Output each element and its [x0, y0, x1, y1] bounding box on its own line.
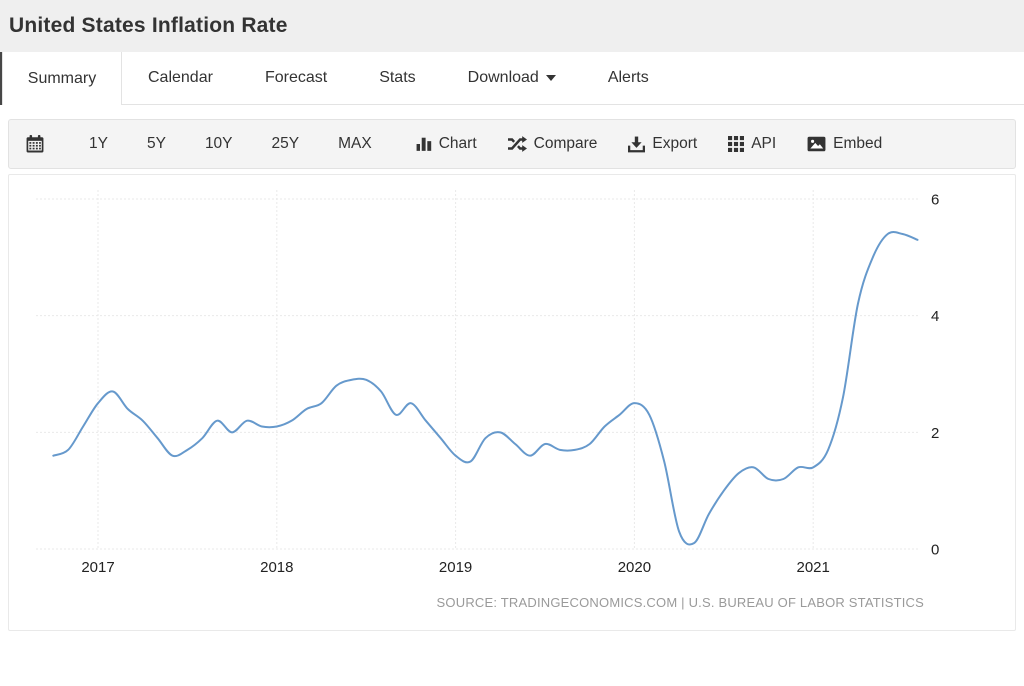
chart-type-button[interactable]: Chart: [416, 135, 477, 153]
tab-forecast[interactable]: Forecast: [239, 52, 353, 104]
action-label: Compare: [533, 135, 598, 152]
tab-label: Stats: [379, 69, 416, 86]
range-label: 25Y: [271, 135, 300, 152]
range-label: MAX: [338, 135, 372, 152]
tab-calendar[interactable]: Calendar: [122, 52, 239, 104]
download-icon: [628, 136, 646, 152]
x-tick-label: 2017: [81, 559, 114, 576]
calendar-button[interactable]: [26, 135, 44, 153]
range-max-button[interactable]: MAX: [338, 135, 372, 153]
y-tick-label: 2: [931, 425, 939, 442]
y-tick-label: 4: [931, 308, 939, 325]
grid-icon: [728, 136, 745, 152]
range-label: 1Y: [89, 135, 108, 152]
tab-summary[interactable]: Summary: [2, 52, 122, 105]
action-label: Chart: [438, 135, 477, 152]
range-1y-button[interactable]: 1Y: [89, 135, 108, 153]
image-icon: [807, 136, 826, 152]
shuffle-icon: [507, 136, 527, 152]
bar-chart-icon: [416, 137, 431, 151]
chevron-down-icon: [545, 75, 556, 81]
chart-toolbar: 1Y 5Y 10Y 25Y MAX Chart Compare: [8, 119, 1016, 169]
tab-alerts[interactable]: Alerts: [582, 52, 675, 104]
tab-label: Alerts: [607, 69, 649, 86]
y-tick-label: 6: [931, 192, 939, 209]
y-tick-label: 0: [931, 542, 939, 559]
action-label: Export: [652, 135, 698, 152]
chart-container: 0 2 4 6 2017 2018 2019 2020 2021 SOURCE: TRADING…: [8, 174, 1016, 631]
tab-bar: Summary Calendar Forecast Stats Download…: [0, 52, 1024, 105]
tab-download[interactable]: Download: [442, 52, 582, 104]
x-tick-label: 2021: [797, 559, 830, 576]
x-tick-label: 2020: [618, 559, 651, 576]
action-label: Embed: [833, 135, 883, 152]
range-10y-button[interactable]: 10Y: [205, 135, 233, 153]
range-25y-button[interactable]: 25Y: [272, 135, 300, 153]
tab-label: Forecast: [264, 69, 328, 86]
tab-label: Calendar: [148, 69, 213, 86]
inflation-chart[interactable]: 0 2 4 6 2017 2018 2019 2020 2021: [9, 175, 1017, 632]
action-label: API: [751, 135, 777, 152]
api-button[interactable]: API: [728, 135, 776, 153]
inflation-line: [52, 231, 919, 546]
tab-stats[interactable]: Stats: [353, 52, 441, 104]
embed-button[interactable]: Embed: [807, 135, 882, 153]
x-tick-label: 2018: [260, 559, 293, 576]
export-button[interactable]: Export: [628, 135, 697, 153]
tab-label: Download: [467, 69, 539, 86]
source-text: SOURCE: TRADINGECONOMICS.COM | U.S. BURE…: [436, 595, 924, 610]
page-title: United States Inflation Rate: [9, 14, 288, 37]
range-label: 10Y: [204, 135, 233, 152]
calendar-icon: [26, 135, 44, 153]
x-tick-label: 2019: [439, 559, 472, 576]
title-bar: United States Inflation Rate: [0, 0, 1024, 52]
range-label: 5Y: [146, 135, 166, 152]
tab-label: Summary: [27, 69, 97, 87]
compare-button[interactable]: Compare: [507, 135, 598, 153]
range-5y-button[interactable]: 5Y: [147, 135, 166, 153]
